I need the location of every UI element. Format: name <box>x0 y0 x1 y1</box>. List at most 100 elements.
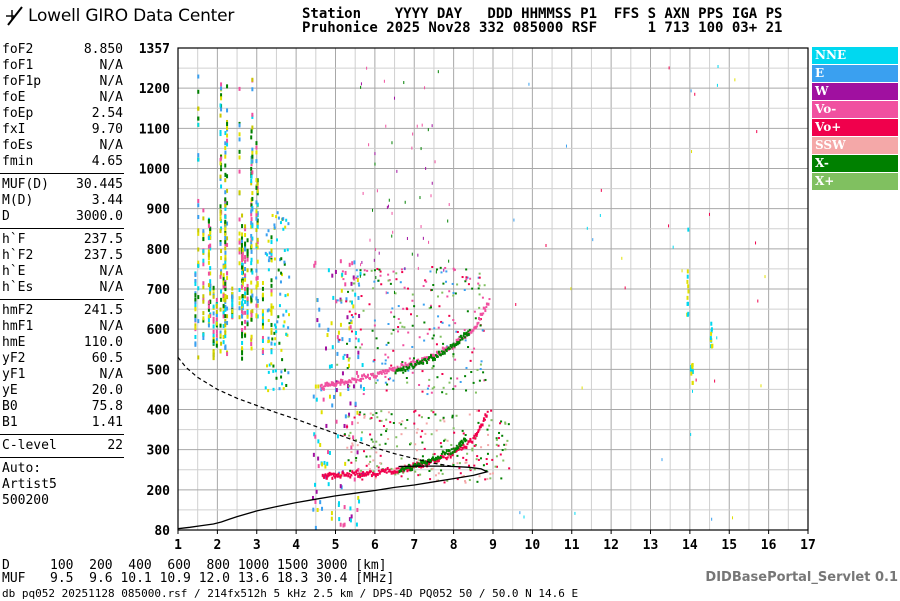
echo-point <box>282 313 285 317</box>
trace-point <box>326 381 329 385</box>
echo-point <box>273 342 276 346</box>
echo-point <box>353 416 356 419</box>
echo-point <box>224 190 227 195</box>
echo-point <box>404 200 406 204</box>
trace-point <box>325 384 328 387</box>
echo-point <box>194 307 197 312</box>
echo-point <box>395 278 398 281</box>
echo-point <box>244 255 247 260</box>
echo-point <box>246 314 249 319</box>
echo-point <box>256 202 259 207</box>
echo-point <box>400 433 403 436</box>
echo-point <box>332 295 335 300</box>
echo-point <box>413 410 416 413</box>
param-row: yF1 N/A <box>0 367 126 383</box>
echo-point <box>267 308 270 312</box>
echo-point <box>348 262 351 267</box>
echo-point <box>241 280 244 285</box>
echo-point <box>324 346 327 351</box>
echo-point <box>380 419 383 422</box>
echo-point <box>570 287 572 291</box>
echo-point <box>238 247 241 252</box>
echo-point <box>202 285 205 290</box>
x-tick-label: 16 <box>761 538 777 553</box>
echo-point <box>339 378 342 383</box>
echo-point <box>454 292 457 295</box>
y-tick-label: 1200 <box>139 82 170 97</box>
echo-point <box>393 290 395 294</box>
trace-point <box>322 385 325 388</box>
trace-point <box>476 432 479 436</box>
echo-point <box>472 381 475 384</box>
echo-point <box>398 421 401 424</box>
echo-point <box>414 409 417 412</box>
echo-point <box>353 477 356 482</box>
echo-point <box>387 411 390 414</box>
echo-point <box>250 240 253 245</box>
echo-point <box>369 460 372 463</box>
trace-point <box>421 357 424 360</box>
echo-point <box>380 433 383 436</box>
echo-point <box>474 436 477 439</box>
echo-point <box>338 501 341 506</box>
echo-point <box>316 298 319 303</box>
echo-point <box>226 321 229 326</box>
echo-point <box>710 331 713 336</box>
echo-point <box>256 178 259 183</box>
echo-point <box>256 259 259 264</box>
echo-point <box>340 288 343 293</box>
echo-point <box>212 316 215 321</box>
echo-point <box>224 214 227 219</box>
trace-point <box>456 339 459 342</box>
echo-point <box>417 266 419 270</box>
echo-point <box>224 178 227 183</box>
echo-point <box>244 224 247 229</box>
trace-point <box>366 471 369 474</box>
echo-point <box>194 334 197 339</box>
echo-point <box>222 303 225 308</box>
trace-point <box>478 316 481 320</box>
echo-point <box>224 263 227 268</box>
echo-point <box>359 384 362 389</box>
echo-point <box>388 279 391 282</box>
trace-point <box>368 377 371 381</box>
echo-point <box>465 389 468 392</box>
echo-point <box>246 309 249 314</box>
echo-point <box>449 377 452 380</box>
trace-point <box>445 349 448 353</box>
echo-point <box>686 301 689 306</box>
echo-point <box>284 368 287 372</box>
echo-point <box>483 379 486 382</box>
echo-point <box>356 444 359 447</box>
echo-point <box>219 174 222 179</box>
echo-point <box>241 265 244 270</box>
echo-point <box>463 329 466 332</box>
echo-point <box>373 358 376 361</box>
trace-point <box>363 473 366 477</box>
echo-point <box>436 376 439 379</box>
trace-point <box>376 472 379 476</box>
echo-point <box>452 462 455 465</box>
echo-point <box>312 452 315 457</box>
echo-point <box>197 74 200 79</box>
scaled-parameters-panel: foF2 8.850 foF1 N/A foF1p N/A foE N/A foEp 2.54 fx… <box>0 42 126 509</box>
echo-point <box>209 230 212 235</box>
echo-point <box>465 461 468 464</box>
echo-point <box>194 272 197 277</box>
trace-point <box>369 470 372 473</box>
echo-point <box>219 209 222 214</box>
trace-point <box>389 470 392 473</box>
echo-point <box>425 280 428 283</box>
echo-point <box>407 369 410 372</box>
echo-point <box>357 282 360 285</box>
param-value: 237.5 <box>83 232 123 247</box>
echo-point <box>207 300 210 305</box>
echo-point <box>714 379 716 383</box>
echo-point <box>401 325 404 328</box>
echo-point <box>432 365 435 368</box>
echo-point <box>369 455 372 458</box>
echo-point <box>365 464 368 467</box>
echo-point <box>357 350 360 355</box>
echo-point <box>197 157 200 162</box>
echo-point <box>373 445 376 448</box>
